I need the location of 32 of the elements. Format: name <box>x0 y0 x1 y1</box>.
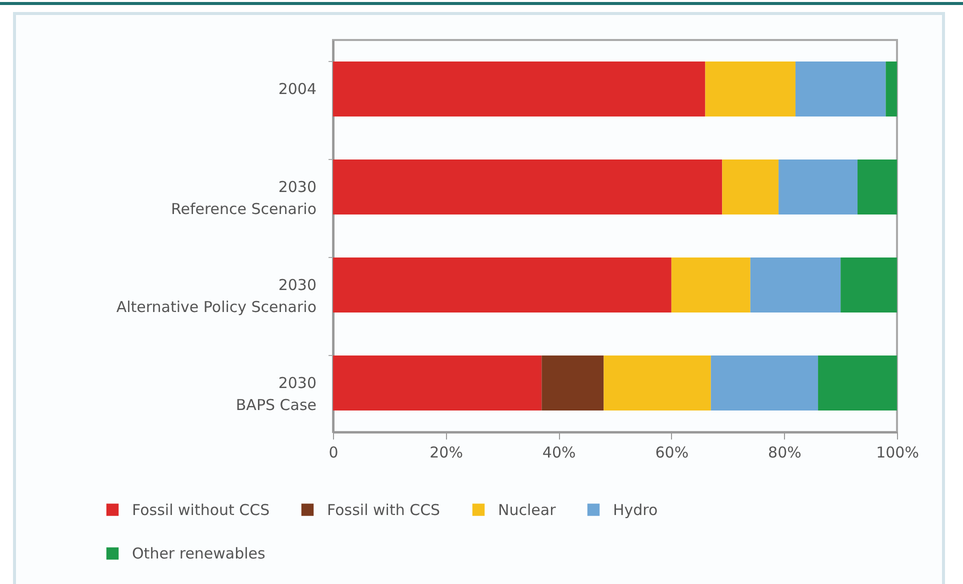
bar <box>604 356 711 410</box>
bar <box>886 62 897 116</box>
x-tick-label: 80% <box>768 444 802 462</box>
y-tick-label: 2004 <box>278 80 316 98</box>
bar <box>705 62 796 116</box>
x-tick-label: 60% <box>655 444 689 462</box>
bar <box>795 62 886 116</box>
bar <box>333 62 706 116</box>
y-tick-label: 2030 Alternative Policy Scenario <box>116 276 316 316</box>
x-tick-label: 0 <box>328 444 338 462</box>
legend-label: Hydro <box>613 500 658 519</box>
bar <box>750 258 841 312</box>
y-tick-label: 2030 BAPS Case <box>236 374 316 414</box>
bar <box>333 160 722 214</box>
legend-label: Fossil without CCS <box>132 500 270 519</box>
bar <box>710 356 818 410</box>
legend-label: Other renewables <box>132 544 266 562</box>
legend-label: Nuclear <box>498 500 557 519</box>
bar <box>722 160 779 214</box>
x-tick-label: 40% <box>542 444 576 462</box>
bar <box>778 160 858 214</box>
legend-label: Fossil with CCS <box>327 500 440 519</box>
y-tick-label: 2030 Reference Scenario <box>170 178 316 218</box>
bar <box>542 356 604 410</box>
bar <box>671 258 750 312</box>
bar <box>333 258 672 312</box>
x-tick-label: 20% <box>430 444 463 462</box>
x-tick-label: 100% <box>876 444 919 462</box>
bar <box>333 356 542 410</box>
bar <box>840 258 897 312</box>
bar <box>818 356 897 410</box>
bar <box>858 160 897 214</box>
